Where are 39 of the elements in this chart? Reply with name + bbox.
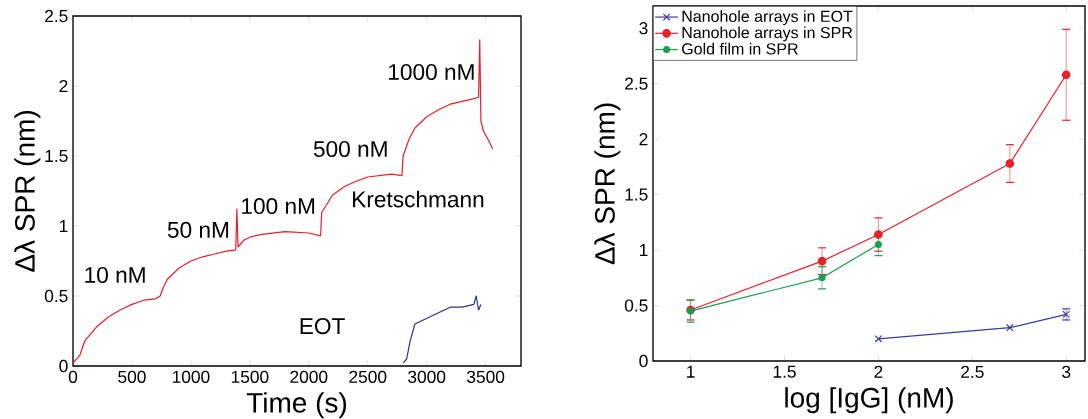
y-tick-label: 1.5	[625, 188, 648, 201]
x-axis-title: log [IgG] (nM)	[785, 387, 953, 414]
x-tick-label: 0	[68, 370, 78, 383]
y-tick-label: 1.5	[45, 149, 68, 163]
x-tick-label: 2.5	[961, 365, 984, 378]
legend-label: Gold film in SPR	[682, 42, 798, 55]
y-tick-label: 0	[639, 354, 648, 368]
y-tick-label: 2.5	[625, 77, 648, 90]
legend-label: Nanohole arrays in SPR	[682, 26, 853, 42]
annotation: Kretschmann	[353, 190, 484, 208]
y-tick-label: 0.5	[624, 299, 648, 312]
x-tick-label: 1000	[172, 370, 210, 383]
annotation: 1000 nM	[389, 63, 474, 81]
y-axis-title: Δλ SPR (nm)	[594, 103, 621, 265]
x-tick-label: 2000	[290, 370, 328, 383]
x-tick-label: 3	[1062, 365, 1071, 378]
x-tick-label: 3500	[467, 370, 505, 383]
x-tick-label: 1	[687, 365, 695, 378]
annotation: 10 nM	[85, 266, 145, 284]
x-tick-label: 2	[874, 365, 883, 378]
annotation: 50 nM	[167, 221, 229, 238]
annotation: 500 nM	[313, 140, 387, 158]
y-tick-label: 1	[59, 220, 68, 232]
y-tick-label: 3	[639, 22, 648, 35]
y-tick-label: 2	[59, 79, 68, 93]
annotation: 100 nM	[242, 198, 315, 215]
y-tick-label: 0.5	[44, 289, 68, 303]
legend-label: Nanohole arrays in EOT	[682, 10, 853, 26]
y-tick-label: 1	[639, 244, 648, 257]
y-axis-title: Δλ SPR (nm)	[14, 111, 41, 272]
y-tick-label: 2.5	[45, 9, 68, 23]
y-tick-label: 2	[639, 133, 648, 146]
x-tick-label: 1500	[231, 370, 269, 383]
annotation: EOT	[300, 318, 345, 335]
x-tick-label: 500	[118, 370, 146, 383]
x-tick-label: 3000	[408, 370, 446, 383]
x-tick-label: 2500	[349, 370, 387, 383]
x-axis-title: Time (s)	[246, 392, 347, 419]
x-tick-label: 1.5	[773, 365, 796, 378]
